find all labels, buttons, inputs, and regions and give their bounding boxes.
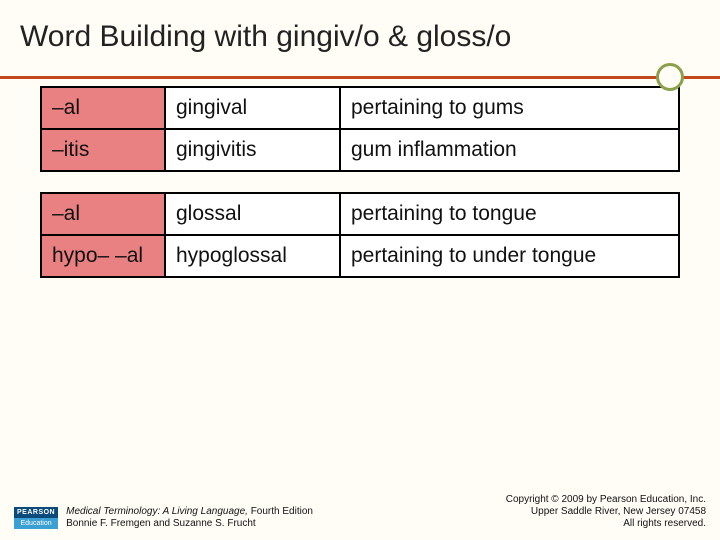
book-authors: Bonnie F. Fremgen and Suzanne S. Frucht (66, 518, 313, 530)
definition-cell: gum inflammation (340, 129, 679, 171)
pearson-logo: PEARSON Education (14, 507, 58, 529)
suffix-cell: –al (41, 87, 165, 129)
definition-cell: pertaining to gums (340, 87, 679, 129)
book-info: Medical Terminology: A Living Language, … (66, 506, 313, 530)
definition-cell: pertaining to under tongue (340, 235, 679, 277)
table-row: hypo– –al hypoglossal pertaining to unde… (41, 235, 679, 277)
footer: PEARSON Education Medical Terminology: A… (0, 494, 720, 530)
word-cell: gingivitis (165, 129, 340, 171)
copyright: Copyright © 2009 by Pearson Education, I… (506, 494, 706, 530)
suffix-cell: –itis (41, 129, 165, 171)
suffix-cell: –al (41, 193, 165, 235)
suffix-cell: hypo– –al (41, 235, 165, 277)
word-cell: glossal (165, 193, 340, 235)
table-gap (40, 172, 680, 192)
slide-title: Word Building with gingiv/o & gloss/o (0, 0, 720, 54)
word-cell: gingival (165, 87, 340, 129)
logo-bottom-text: Education (14, 518, 58, 529)
copyright-line-1: Copyright © 2009 by Pearson Education, I… (506, 494, 706, 506)
word-table-1: –al gingival pertaining to gums –itis gi… (40, 86, 680, 172)
copyright-line-3: All rights reserved. (506, 518, 706, 530)
content-area: –al gingival pertaining to gums –itis gi… (0, 54, 720, 278)
logo-top-text: PEARSON (14, 507, 58, 518)
definition-cell: pertaining to tongue (340, 193, 679, 235)
table-row: –al glossal pertaining to tongue (41, 193, 679, 235)
footer-left: PEARSON Education Medical Terminology: A… (14, 506, 313, 530)
title-underline (0, 76, 720, 79)
book-edition: Fourth Edition (251, 506, 313, 517)
copyright-line-2: Upper Saddle River, New Jersey 07458 (506, 506, 706, 518)
word-cell: hypoglossal (165, 235, 340, 277)
title-circle-icon (656, 63, 684, 91)
table-row: –al gingival pertaining to gums (41, 87, 679, 129)
book-title: Medical Terminology: A Living Language, (66, 506, 251, 517)
word-table-2: –al glossal pertaining to tongue hypo– –… (40, 192, 680, 278)
table-row: –itis gingivitis gum inflammation (41, 129, 679, 171)
